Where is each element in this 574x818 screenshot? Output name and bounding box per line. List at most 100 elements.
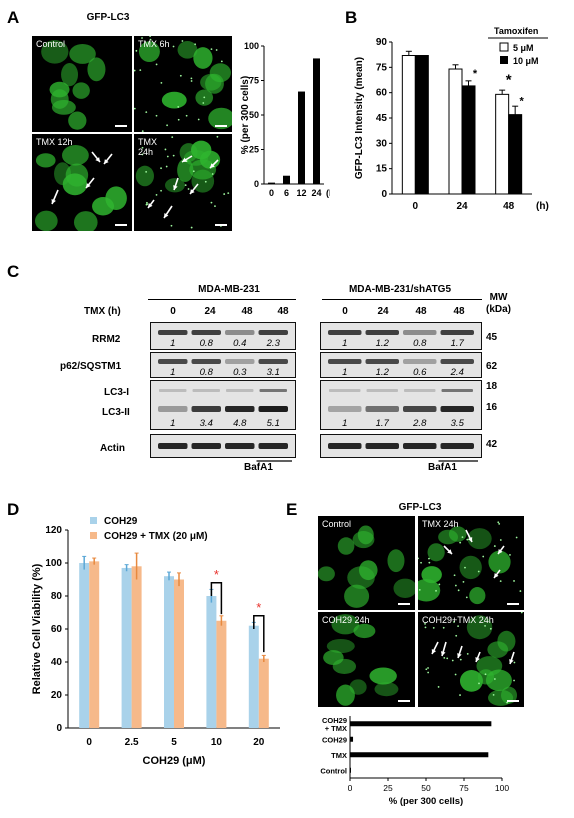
autophagosome-dot [492, 693, 495, 696]
autophagosome-dot [216, 135, 219, 138]
autophagosome-dot [179, 74, 182, 77]
quant-rrm2: 1 [170, 338, 175, 349]
band-p62 [158, 359, 188, 364]
autophagosome-dot [435, 589, 437, 592]
cell [349, 679, 367, 695]
quant-p62: 1 [170, 367, 175, 378]
bar-0-0 [79, 563, 90, 728]
quant-p62: 2.4 [450, 367, 464, 378]
arrow-head [431, 649, 437, 654]
legend-label: 10 μM [513, 56, 539, 66]
autophagosome-dot [424, 622, 426, 625]
micrograph-caption: COH29 24h [322, 615, 370, 625]
y-tick-label: 50 [249, 110, 259, 120]
y-tick-label: 0 [381, 189, 387, 200]
cell [487, 641, 509, 658]
panel-e-label: E [286, 500, 298, 519]
arrow-head [173, 185, 178, 190]
autophagosome-dot [220, 60, 223, 63]
y-tick-label: COH29 [322, 735, 347, 744]
autophagosome-dot [214, 205, 216, 207]
autophagosome-dot [451, 659, 454, 662]
quant-lc3: 1 [342, 418, 347, 429]
group-line-left [148, 299, 296, 300]
autophagosome-dot [459, 694, 461, 696]
quant-rrm2: 0.8 [413, 338, 427, 349]
legend-swatch-coh29 [90, 517, 97, 524]
chart-b: 0 15 30 45 60 75 90 0 24 48 (h) * * * GFP-LC3 Intensit… [354, 26, 549, 212]
cell [347, 566, 375, 589]
autophagosome-dot [515, 536, 518, 539]
y-tick-label: COH29 [322, 716, 347, 725]
y-tick-label: 60 [51, 624, 63, 635]
autophagosome-dot [461, 536, 464, 539]
blot-left: 1 1 1 0.8 0.8 3.4 0.4 0.3 4.8 2.3 3.1 5.1 [150, 322, 296, 462]
cell [421, 566, 442, 584]
bar-24 [313, 58, 320, 184]
autophagosome-dot [160, 189, 162, 192]
cell [193, 47, 213, 69]
autophagosome-dot [149, 36, 152, 37]
y-axis-label: Relative Cell Viability (%) [31, 563, 43, 694]
band-lc3-i [404, 389, 436, 392]
cell [208, 107, 232, 130]
autophagosome-dot [227, 192, 230, 194]
row-label-actin: Actin [100, 443, 125, 454]
bafa1-right: BafA1 [428, 462, 457, 473]
mw-18: 18 [486, 381, 498, 392]
arrow-head [164, 213, 169, 218]
autophagosome-dot [493, 545, 496, 547]
cell [72, 82, 90, 99]
autophagosome-dot [424, 626, 427, 629]
micrograph-caption: TMX 24h [138, 137, 157, 157]
cell [68, 111, 87, 130]
bar-0-0 [401, 55, 416, 195]
autophagosome-dot [459, 541, 462, 544]
band-lc3-i [192, 389, 220, 392]
band-rrm2 [328, 330, 362, 335]
arrow-head [447, 549, 452, 554]
cell-field [35, 144, 127, 231]
autophagosome-dot [170, 224, 173, 227]
blot-strip [150, 434, 296, 458]
legend-swatch-combo [90, 532, 97, 539]
x-tick-label: 0 [269, 188, 274, 198]
y-tick-label: 80 [51, 591, 63, 602]
band-lc3-i [226, 389, 254, 392]
autophagosome-dot [499, 539, 502, 541]
autophagosome-dot [418, 589, 421, 591]
band-actin [258, 443, 288, 449]
band-p62 [328, 359, 362, 364]
y-axis-label: % (per 300 cells) [240, 76, 251, 154]
bar-0 [268, 182, 275, 184]
micrograph-tmx-24h: TMX 24h [418, 516, 524, 610]
autophagosome-dot [155, 63, 158, 66]
autophagosome-dot [519, 590, 522, 592]
arrow-head [498, 549, 503, 554]
autophagosome-dot [155, 114, 158, 117]
cell-field [318, 525, 415, 608]
band-actin [225, 443, 255, 449]
autophagosome-dot [223, 193, 226, 195]
lane-label: 48 [277, 306, 289, 317]
panel-c-label: C [7, 262, 20, 281]
scale-bar [398, 700, 410, 702]
y-tick-label: 75 [376, 62, 388, 73]
autophagosome-dot [454, 584, 457, 587]
cell-field [323, 614, 399, 706]
group-line-right [322, 299, 482, 300]
lane-label: 0 [342, 306, 348, 317]
y-tick-label: 120 [45, 525, 62, 536]
autophagosome-dot [513, 661, 516, 664]
autophagosome-dot [428, 557, 430, 560]
band-lc3-i [366, 389, 398, 392]
arrow-head [440, 651, 446, 656]
y-tick-label: 30 [376, 138, 388, 149]
autophagosome-dot [455, 634, 458, 637]
bar-24-1 [461, 85, 476, 195]
autophagosome-dot [420, 561, 422, 564]
cell [138, 41, 160, 63]
x-tick-label: 24 [311, 188, 321, 198]
y-tick-label: 15 [376, 164, 388, 175]
band-rrm2 [158, 330, 188, 335]
